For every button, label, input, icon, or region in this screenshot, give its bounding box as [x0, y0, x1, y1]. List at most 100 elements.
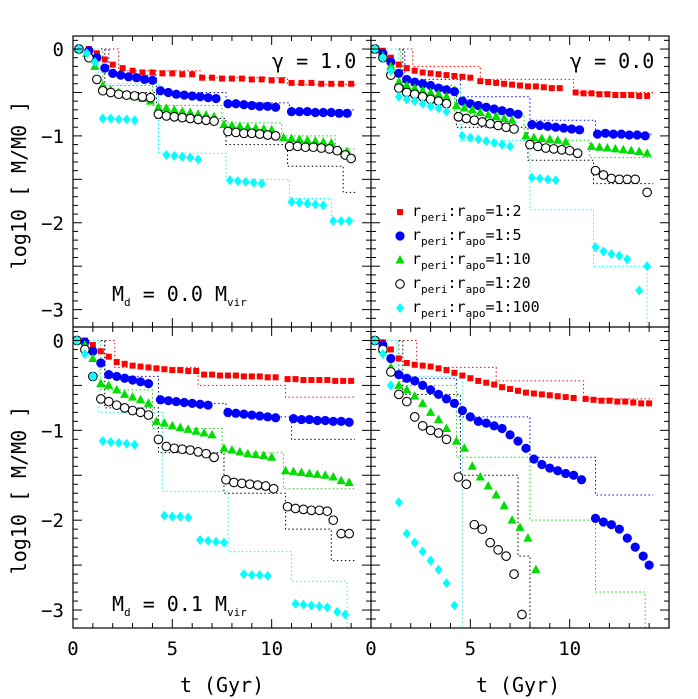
data-point	[598, 170, 609, 180]
series-1:10	[73, 335, 354, 486]
data-point	[459, 443, 469, 452]
data-point	[332, 377, 339, 384]
data-point	[553, 466, 563, 476]
data-point	[316, 377, 323, 384]
data-point	[231, 127, 241, 138]
data-point	[237, 478, 247, 489]
data-point	[594, 142, 605, 151]
data-point	[449, 86, 460, 97]
data-point	[590, 513, 601, 523]
data-point	[243, 448, 253, 458]
data-point	[336, 528, 347, 539]
data-point	[116, 70, 126, 80]
data-point	[509, 124, 519, 134]
data-point	[324, 377, 331, 384]
data-point	[209, 74, 216, 81]
series-1:20	[371, 44, 652, 198]
data-point	[248, 76, 255, 83]
step-line-1:10	[73, 48, 356, 150]
data-point	[411, 67, 418, 74]
data-point	[530, 390, 537, 397]
data-point	[418, 98, 427, 109]
data-point	[411, 361, 418, 368]
data-point	[308, 79, 315, 86]
data-point	[137, 363, 144, 370]
data-point	[263, 570, 272, 581]
data-point	[145, 364, 152, 371]
step-line-1:100	[73, 339, 356, 628]
data-point	[161, 366, 168, 373]
data-point	[298, 79, 305, 86]
data-point	[248, 373, 255, 380]
data-point	[531, 564, 541, 574]
data-point	[538, 391, 545, 398]
data-point	[187, 91, 197, 101]
x-tick-label: 5	[167, 638, 178, 660]
data-point	[95, 394, 106, 404]
data-point	[644, 560, 654, 570]
data-point	[532, 83, 539, 90]
data-point	[475, 377, 482, 384]
data-point	[320, 470, 330, 479]
x-tick-label: 0	[67, 638, 78, 660]
data-point	[177, 112, 188, 123]
data-point	[159, 418, 169, 427]
axes-layer: 0 5 10 0 5 100−1−2−30−1−2−3	[41, 35, 670, 660]
data-point	[308, 142, 319, 153]
data-point	[624, 130, 634, 140]
data-point	[139, 74, 150, 85]
data-point	[233, 176, 242, 187]
data-point	[323, 602, 332, 613]
data-point	[97, 85, 108, 96]
data-point	[153, 102, 164, 111]
data-point	[521, 443, 531, 453]
data-point	[507, 115, 517, 124]
data-point	[231, 408, 241, 418]
data-point	[244, 479, 255, 490]
data-point	[402, 384, 412, 394]
data-point	[103, 396, 114, 407]
data-point	[477, 117, 488, 127]
data-point	[288, 414, 299, 424]
data-point	[232, 372, 239, 379]
data-point	[614, 524, 624, 534]
data-point	[196, 534, 205, 545]
data-point	[290, 503, 301, 514]
data-point	[227, 445, 237, 454]
data-point	[247, 100, 257, 111]
data-point	[493, 120, 503, 131]
data-point	[112, 371, 122, 382]
data-point	[477, 78, 484, 85]
data-point	[575, 125, 585, 135]
data-point	[638, 551, 648, 561]
data-point	[106, 437, 115, 448]
data-point	[316, 143, 327, 153]
data-point	[499, 384, 506, 391]
data-point	[292, 141, 303, 152]
data-point	[612, 92, 619, 99]
data-point	[128, 375, 138, 385]
data-point	[320, 415, 330, 426]
data-point	[161, 441, 172, 452]
data-point	[590, 165, 601, 176]
series-1:20	[371, 335, 527, 620]
data-point	[153, 434, 164, 445]
data-point	[642, 148, 652, 157]
data-point	[535, 120, 545, 131]
series-1:100	[74, 44, 354, 227]
data-point	[194, 154, 203, 165]
data-point	[151, 416, 162, 425]
data-point	[459, 73, 466, 80]
data-point	[441, 434, 452, 445]
data-point	[130, 439, 139, 450]
data-point	[263, 101, 273, 111]
data-point	[171, 89, 181, 99]
data-point	[616, 129, 626, 139]
data-point	[201, 448, 211, 459]
data-point	[622, 533, 632, 543]
data-point	[239, 100, 249, 110]
data-point	[491, 381, 498, 388]
data-point	[199, 74, 206, 81]
data-point	[620, 92, 627, 99]
